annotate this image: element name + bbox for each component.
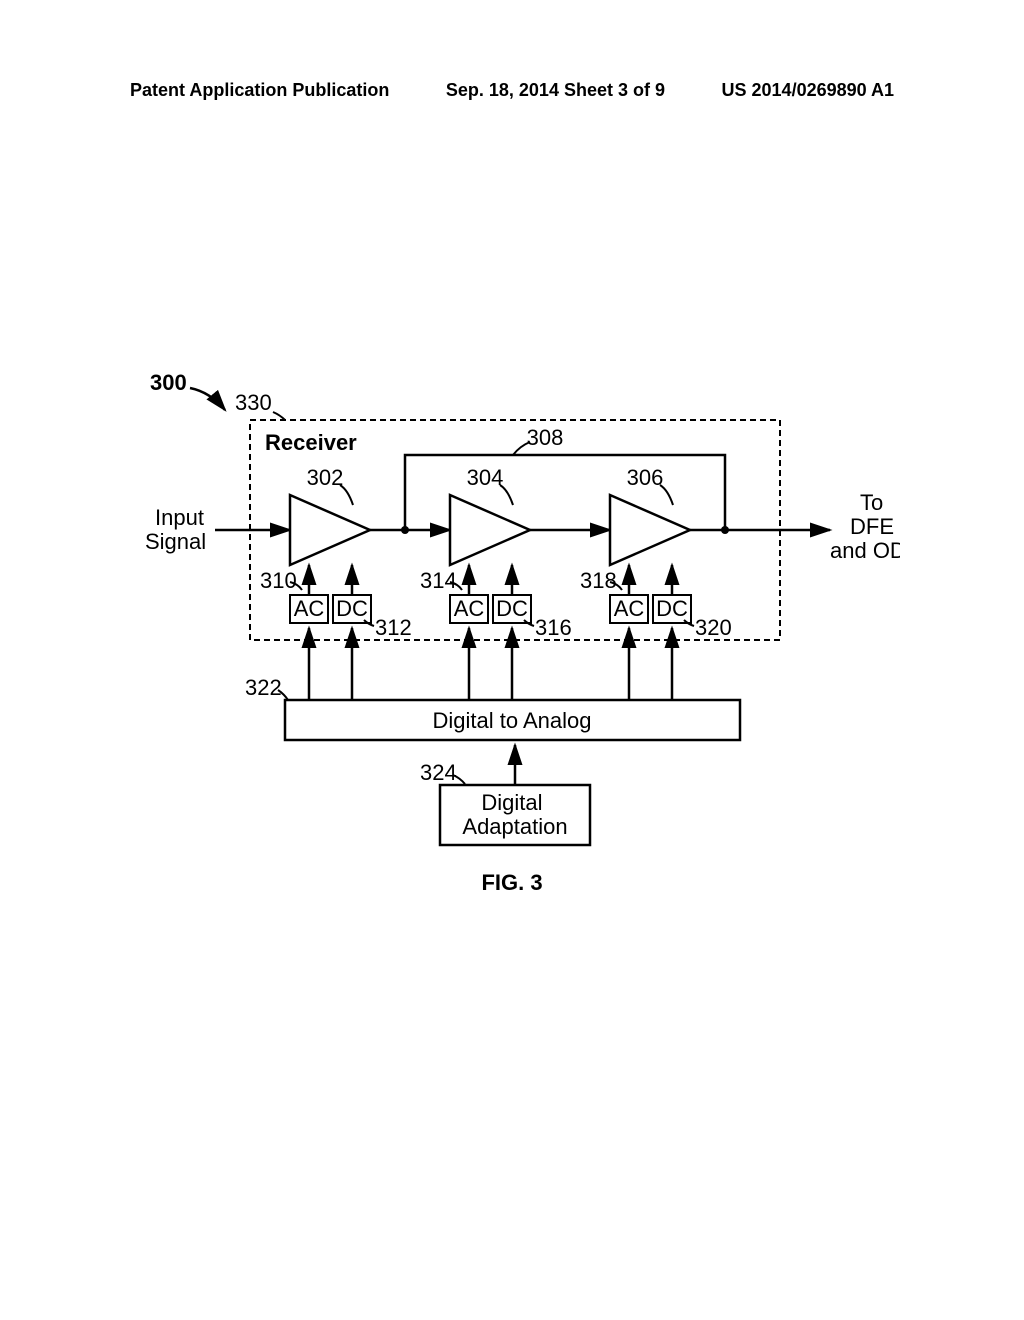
ref-304: 304 — [467, 465, 504, 490]
ref-330-leader — [273, 412, 285, 420]
ref-324: 324 — [420, 760, 457, 785]
receiver-label: Receiver — [265, 430, 357, 455]
ref-300: 300 — [150, 370, 187, 395]
ref-330: 330 — [235, 390, 272, 415]
ref-316: 316 — [535, 615, 572, 640]
ac-label-1: AC — [294, 596, 325, 621]
ref-308: 308 — [527, 425, 564, 450]
ref-312: 312 — [375, 615, 412, 640]
ref-314: 314 — [420, 568, 457, 593]
ref-318: 318 — [580, 568, 617, 593]
input-label-line1: Input Signal — [145, 505, 210, 554]
amp-304 — [450, 495, 530, 565]
amp-306 — [610, 495, 690, 565]
page-header: Patent Application Publication Sep. 18, … — [0, 80, 1024, 101]
figure-caption: FIG. 3 — [0, 870, 1024, 896]
ref-320: 320 — [695, 615, 732, 640]
ref-306: 306 — [627, 465, 664, 490]
ref-322: 322 — [245, 675, 282, 700]
block-diagram-svg: 300 Receiver 330 Input Signal 302 304 30… — [130, 370, 900, 870]
amp-302 — [290, 495, 370, 565]
output-label: To DFE and ODI — [830, 490, 900, 563]
header-right: US 2014/0269890 A1 — [722, 80, 894, 101]
header-left: Patent Application Publication — [130, 80, 389, 101]
header-center: Sep. 18, 2014 Sheet 3 of 9 — [446, 80, 665, 101]
dac-label: Digital to Analog — [433, 708, 592, 733]
dc-label-3: DC — [656, 596, 688, 621]
ref-310: 310 — [260, 568, 297, 593]
ac-label-3: AC — [614, 596, 645, 621]
diagram: 300 Receiver 330 Input Signal 302 304 30… — [130, 370, 900, 870]
ref-300-leader — [190, 388, 225, 410]
dc-label-2: DC — [496, 596, 528, 621]
ref-302: 302 — [307, 465, 344, 490]
dc-label-1: DC — [336, 596, 368, 621]
ac-label-2: AC — [454, 596, 485, 621]
